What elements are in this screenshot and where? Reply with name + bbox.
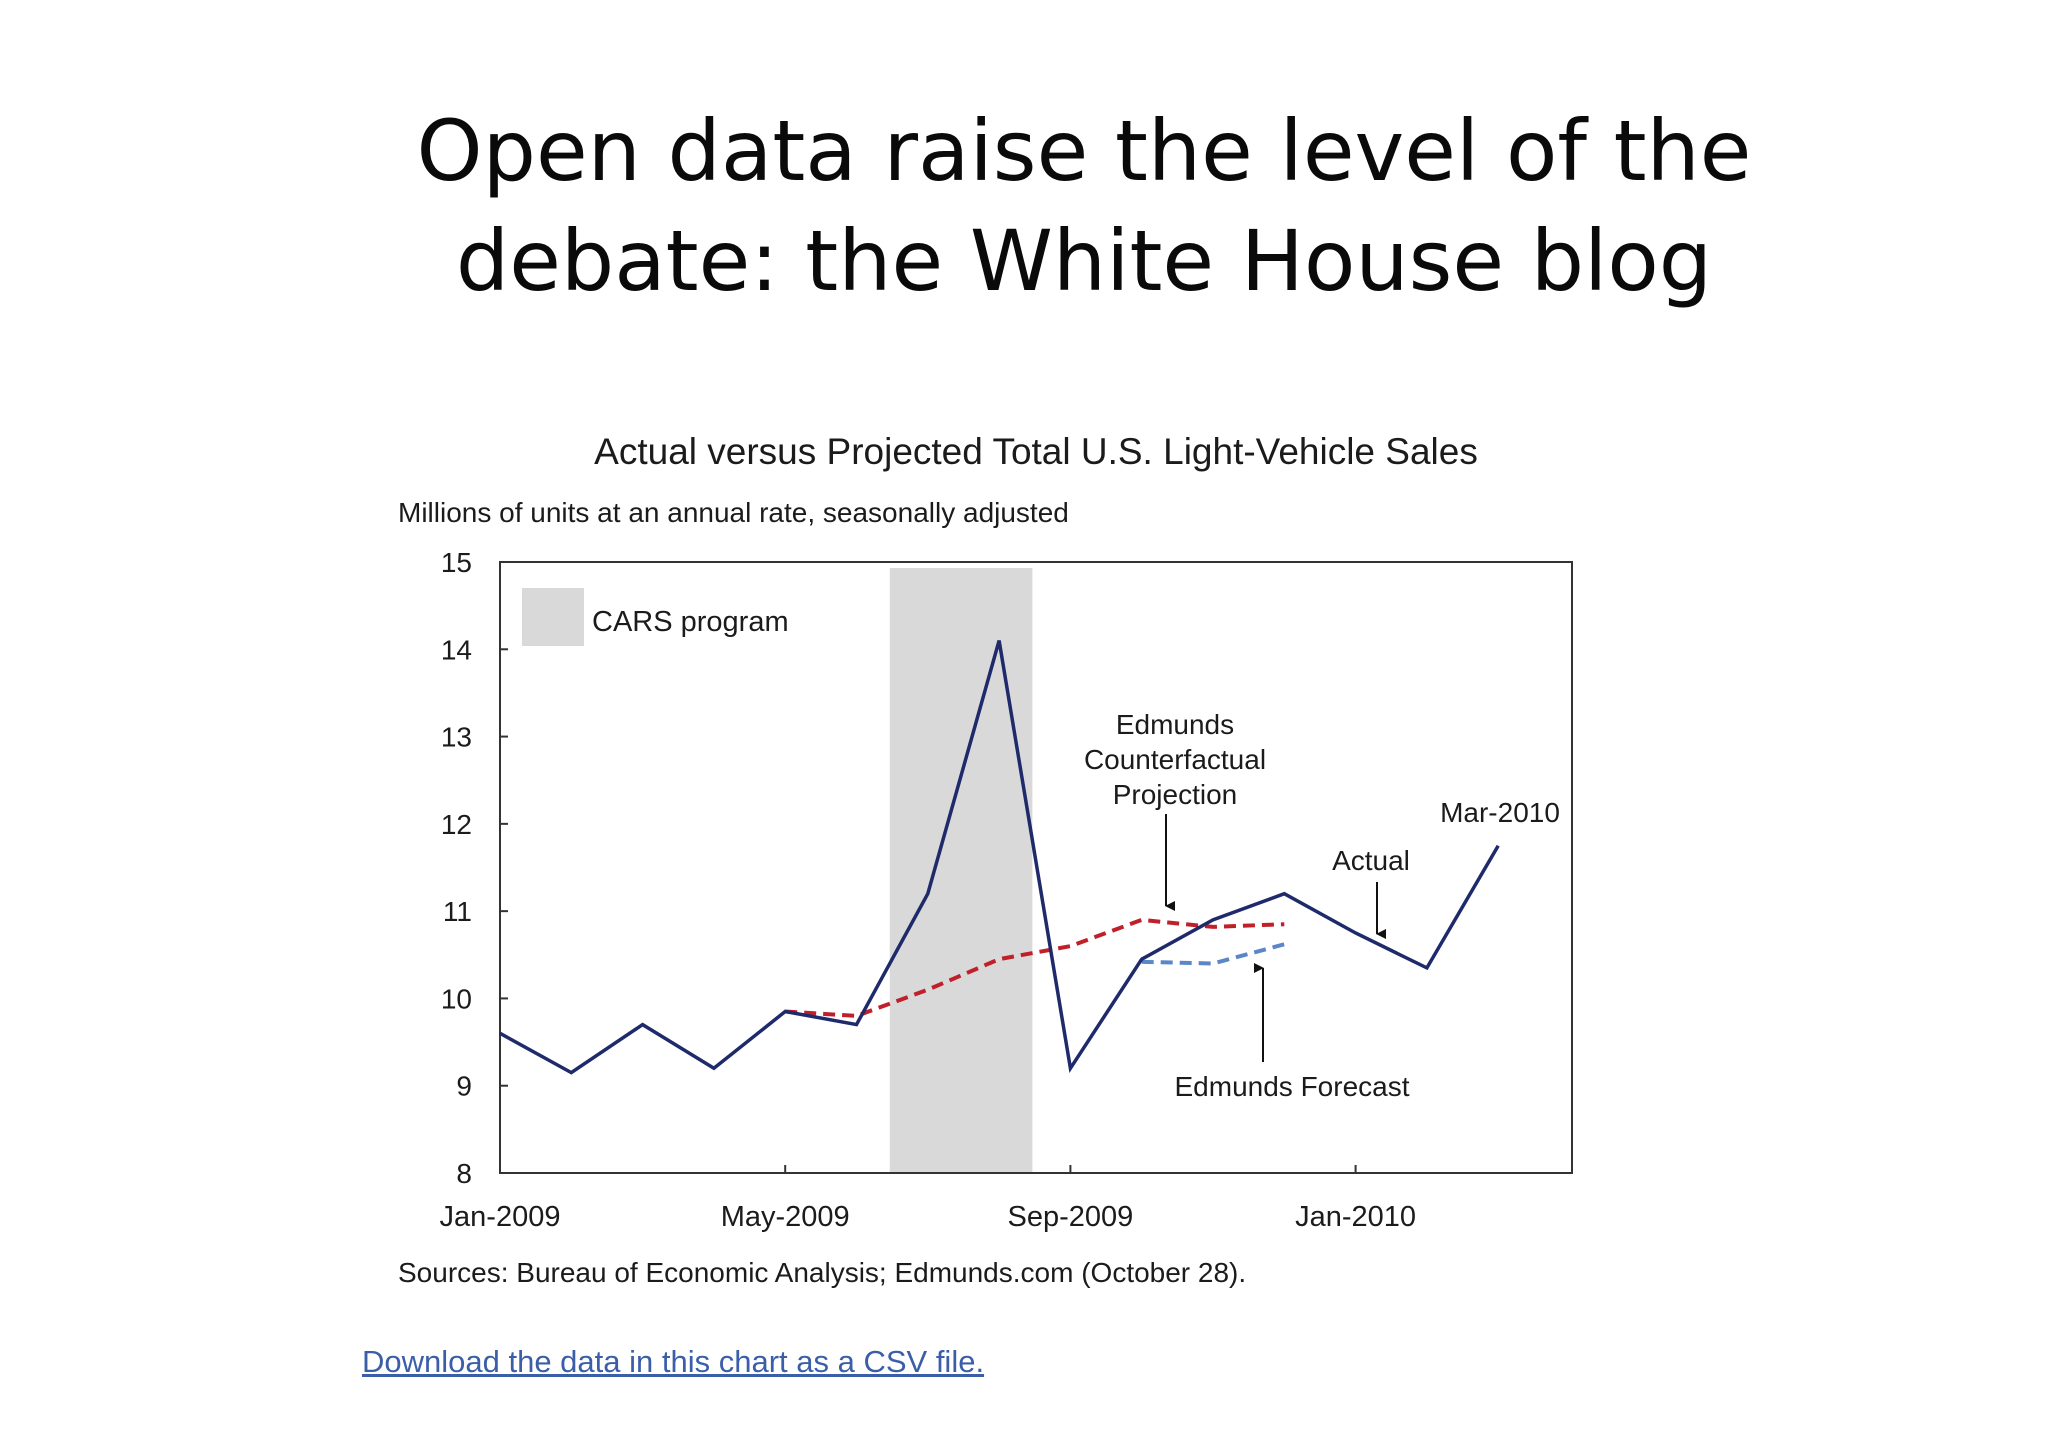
y-tick-label: 8: [456, 1158, 472, 1189]
actual-line: [499, 640, 1500, 1075]
x-tick-label: May-2009: [721, 1201, 850, 1233]
counterfactual-projection-line: [785, 917, 1285, 1018]
annotation-actual: Actual: [1332, 845, 1410, 876]
chart-source: Sources: Bureau of Economic Analysis; Ed…: [398, 1257, 1246, 1288]
cars-program-shading: [889, 568, 1033, 1173]
annotation-mar-2010: Mar-2010: [1440, 797, 1560, 828]
slide-title: Open data raise the level of the debate:…: [0, 96, 2048, 316]
download-csv-link[interactable]: Download the data in this chart as a CSV…: [362, 1344, 985, 1379]
y-tick-label: 14: [441, 634, 472, 665]
y-tick-label: 9: [456, 1071, 472, 1102]
plot-frame: [499, 561, 1573, 1174]
y-tick-label: 11: [443, 896, 472, 927]
y-tick-label: 12: [441, 809, 472, 840]
y-tick-label: 15: [441, 547, 472, 578]
chart-title: Actual versus Projected Total U.S. Light…: [594, 431, 1478, 472]
y-axis-label: Millions of units at an annual rate, sea…: [398, 497, 1069, 528]
annotation-counterfactual-projection: Counterfactual: [1084, 744, 1266, 775]
legend-label-cars-program: CARS program: [592, 606, 789, 638]
legend-swatch-cars-program: [522, 588, 584, 646]
x-tick-label: Jan-2010: [1295, 1201, 1416, 1233]
x-tick-label: Jan-2009: [440, 1201, 561, 1233]
y-tick-label: 13: [441, 722, 472, 753]
y-tick-label: 10: [441, 983, 472, 1014]
annotation-counterfactual-projection: Edmunds: [1116, 709, 1234, 740]
annotation-edmunds-forecast: Edmunds Forecast: [1175, 1071, 1410, 1102]
x-tick-label: Sep-2009: [1008, 1201, 1134, 1233]
slide-title-line-1: Open data raise the level of the: [416, 102, 1752, 200]
slide-title-line-2: debate: the White House blog: [455, 212, 1713, 310]
forecast-line: [1141, 942, 1285, 966]
annotation-counterfactual-projection: Projection: [1113, 779, 1238, 810]
